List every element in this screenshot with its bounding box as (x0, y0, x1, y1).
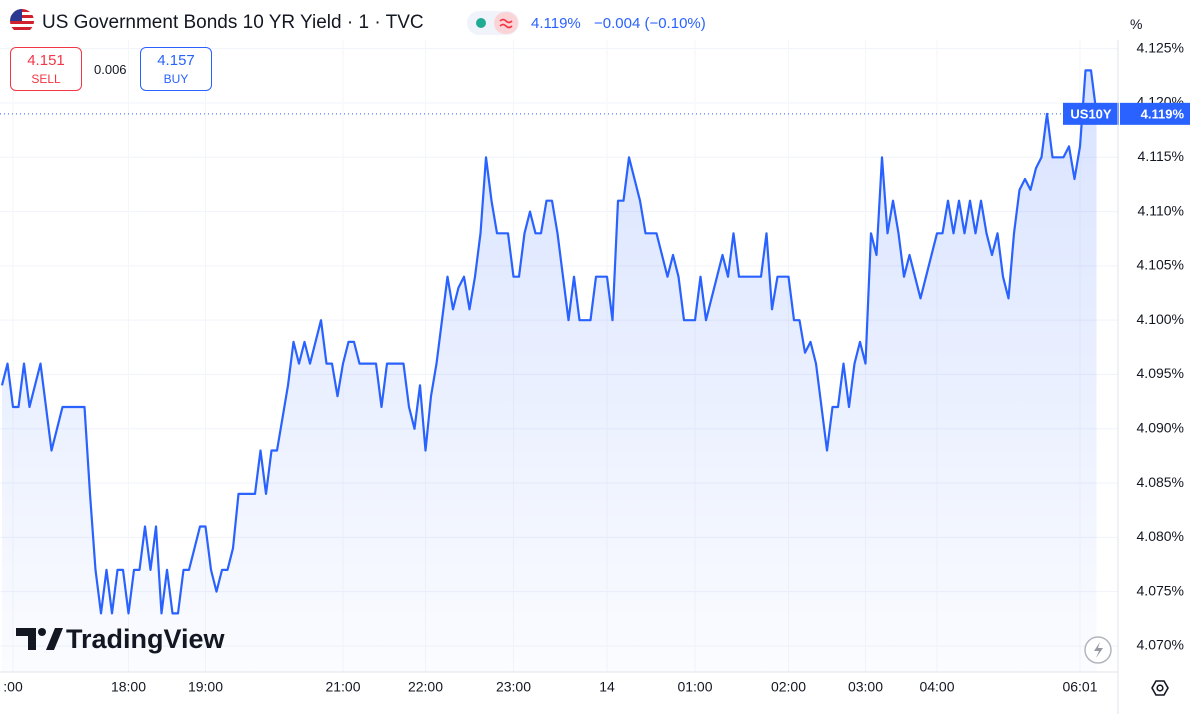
y-tick-label: 4.090% (1137, 419, 1184, 435)
sell-label: SELL (31, 72, 61, 86)
flag-icon (10, 9, 34, 33)
last-price: 4.119% (531, 15, 581, 32)
area-fill (2, 70, 1097, 672)
status-badges (467, 11, 519, 35)
x-tick-label: 02:00 (771, 679, 806, 695)
y-tick-label: 4.110% (1138, 202, 1184, 218)
brand-watermark: TradingView (66, 624, 225, 654)
y-tick-label: 4.080% (1137, 528, 1184, 544)
buy-label: BUY (163, 72, 189, 86)
last-price-tag: 4.119% (1141, 106, 1185, 121)
x-tick-label: 14 (599, 679, 615, 695)
y-tick-label: 4.070% (1137, 637, 1184, 653)
x-tick-label: 19:00 (188, 679, 223, 695)
x-tick-label: 22:00 (408, 679, 443, 695)
y-tick-label: 4.095% (1137, 365, 1184, 381)
buy-price: 4.157 (157, 52, 195, 69)
unit-label: % (1130, 16, 1143, 32)
symbol-title: US Government Bonds 10 YR Yield · 1 · TV… (42, 12, 424, 33)
x-tick-label: :00 (3, 679, 23, 695)
y-tick-label: 4.125% (1137, 39, 1184, 55)
y-tick-label: 4.100% (1137, 311, 1184, 327)
x-tick-label: 21:00 (325, 679, 360, 695)
spread: 0.006 (94, 62, 127, 77)
x-tick-label: 06:01 (1062, 679, 1097, 695)
x-tick-label: 04:00 (919, 679, 954, 695)
y-tick-label: 4.105% (1137, 257, 1184, 273)
buy-button[interactable]: 4.157 BUY (140, 47, 212, 91)
sell-price: 4.151 (27, 52, 65, 69)
last-price-tag-bg (1120, 102, 1190, 125)
price-change: −0.004 (−0.10%) (594, 15, 706, 32)
lightning-icon[interactable] (1084, 636, 1112, 664)
sell-button[interactable]: 4.151 SELL (10, 47, 82, 91)
symbol-tag: US10Y (1070, 106, 1112, 121)
symbol-tag-bg (1063, 102, 1119, 125)
header: US Government Bonds 10 YR Yield · 1 · TV… (0, 0, 1118, 40)
unit-box: % (1118, 0, 1200, 40)
brand-logo (16, 628, 63, 650)
x-tick-label: 18:00 (111, 679, 146, 695)
y-tick-label: 4.085% (1137, 474, 1184, 490)
y-tick-label: 4.075% (1137, 582, 1184, 598)
x-tick-label: 03:00 (848, 679, 883, 695)
y-tick-label: 4.115% (1138, 148, 1184, 164)
price-line (0, 69, 1098, 615)
x-tick-label: 01:00 (677, 679, 712, 695)
x-tick-label: 23:00 (496, 679, 531, 695)
settings-icon[interactable] (1151, 680, 1169, 696)
